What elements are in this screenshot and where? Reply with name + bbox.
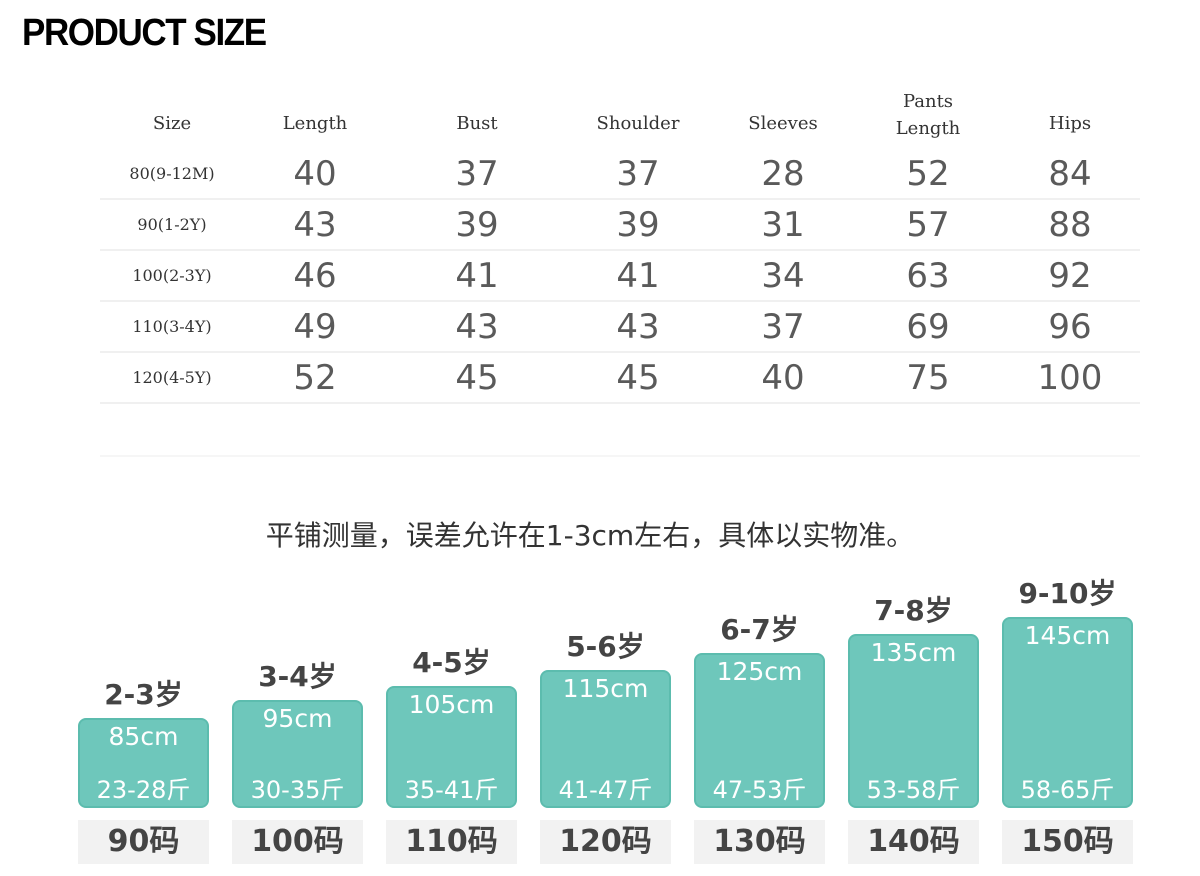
- measurement: 39: [455, 205, 499, 245]
- row-separator: [100, 455, 1140, 457]
- column-header: Pants Length: [895, 91, 961, 139]
- measurement: 84: [1048, 154, 1092, 194]
- size-code: 130码: [694, 820, 825, 864]
- age-label: 7-8岁: [874, 594, 953, 627]
- size-label: 120(4-5Y): [132, 368, 212, 387]
- age-label: 6-7岁: [720, 613, 799, 646]
- measurement: 39: [616, 205, 660, 245]
- age-label: 5-6岁: [566, 630, 645, 663]
- measurement: 63: [906, 256, 950, 296]
- height-label: 125cm: [716, 657, 803, 686]
- size-code: 140码: [848, 820, 979, 864]
- age-label: 2-3岁: [104, 678, 183, 711]
- measurement: 52: [293, 358, 337, 398]
- size-code: 110码: [386, 820, 517, 864]
- measurement: 37: [455, 154, 499, 194]
- age-label: 3-4岁: [258, 660, 337, 693]
- weight-label: 30-35斤: [250, 776, 345, 804]
- age-label: 4-5岁: [412, 646, 491, 679]
- measurement: 52: [906, 154, 950, 194]
- size-code: 100码: [232, 820, 363, 864]
- weight-label: 23-28斤: [96, 776, 191, 804]
- measurement: 34: [761, 256, 805, 296]
- measurement: 88: [1048, 205, 1092, 245]
- measurement: 100: [1037, 358, 1103, 398]
- size-label: 80(9-12M): [129, 164, 215, 183]
- size-label: 110(3-4Y): [132, 317, 212, 336]
- height-label: 135cm: [870, 638, 957, 667]
- measurement: 41: [616, 256, 660, 296]
- measurement: 96: [1048, 307, 1092, 347]
- measurement: 41: [455, 256, 499, 296]
- column-header: Length: [282, 113, 348, 134]
- measurement: 28: [761, 154, 805, 194]
- size-card: [540, 670, 671, 808]
- weight-label: 53-58斤: [866, 776, 961, 804]
- size-card: [848, 634, 979, 808]
- size-card: [232, 700, 363, 808]
- size-card: [78, 718, 209, 808]
- measurement: 46: [293, 256, 337, 296]
- weight-label: 47-53斤: [712, 776, 807, 804]
- column-header: Shoulder: [596, 113, 680, 134]
- age-label: 9-10岁: [1018, 577, 1117, 610]
- note: 平铺测量，误差允许在1-3cm左右，具体以实物准。: [265, 519, 915, 552]
- size-code: 90码: [78, 820, 209, 864]
- size-card: [1002, 617, 1133, 808]
- size-card: [386, 686, 517, 808]
- row-separator: [100, 351, 1140, 353]
- height-label: 145cm: [1024, 621, 1111, 650]
- column-header: Hips: [1048, 113, 1092, 134]
- measurement: 40: [761, 358, 805, 398]
- measurement: 45: [455, 358, 499, 398]
- column-header: Bust: [456, 113, 498, 134]
- size-label: 100(2-3Y): [132, 266, 212, 285]
- measurement: 31: [761, 205, 805, 245]
- height-label: 115cm: [562, 674, 649, 703]
- height-label: 85cm: [108, 722, 179, 751]
- measurement: 40: [293, 154, 337, 194]
- column-header: Size: [152, 113, 192, 134]
- measurement: 57: [906, 205, 950, 245]
- weight-label: 58-65斤: [1020, 776, 1115, 804]
- size-card: [694, 653, 825, 808]
- measurement: 92: [1048, 256, 1092, 296]
- row-separator: [100, 249, 1140, 251]
- measurement: 43: [616, 307, 660, 347]
- height-label: 95cm: [262, 704, 333, 733]
- weight-label: 41-47斤: [558, 776, 653, 804]
- height-label: 105cm: [408, 690, 495, 719]
- row-separator: [100, 300, 1140, 302]
- size-code: 120码: [540, 820, 671, 864]
- weight-label: 35-41斤: [404, 776, 499, 804]
- measurement: 43: [455, 307, 499, 347]
- measurement: 43: [293, 205, 337, 245]
- measurement: 37: [761, 307, 805, 347]
- row-separator: [100, 198, 1140, 200]
- measurement: 49: [293, 307, 337, 347]
- measurement: 75: [906, 358, 950, 398]
- measurement: 45: [616, 358, 660, 398]
- column-header: Sleeves: [748, 113, 818, 134]
- measurement: 37: [616, 154, 660, 194]
- size-code: 150码: [1002, 820, 1133, 864]
- size-label: 90(1-2Y): [137, 215, 207, 234]
- page-title: PRODUCT SIZE: [22, 12, 267, 54]
- measurement: 69: [906, 307, 950, 347]
- row-separator: [100, 402, 1140, 404]
